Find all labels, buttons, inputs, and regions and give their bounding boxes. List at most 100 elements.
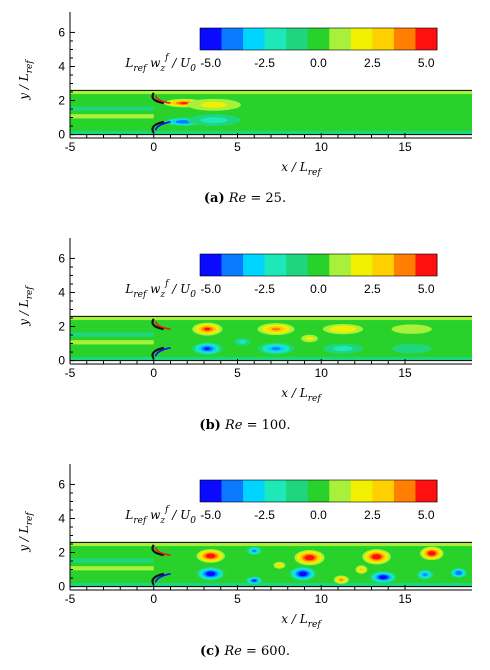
colorbar-frame — [199, 27, 438, 51]
colorbar-b: -5.0 -2.5 0.0 2.5 5.0 Lref wzf / U0 — [124, 253, 438, 300]
colorbar-swatch — [350, 28, 373, 50]
colorbar-swatch — [307, 254, 330, 276]
colorbar-tick-label: 5.0 — [418, 282, 435, 296]
colorbar-tick-label: 5.0 — [418, 56, 435, 70]
colorbar-swatch — [329, 480, 352, 502]
colorbar-swatch — [372, 28, 395, 50]
colorbar-tick-label: 2.5 — [364, 56, 381, 70]
vortex-c-2-core-4 — [252, 579, 256, 582]
y-tick-label: 4 — [58, 511, 65, 525]
x-axis-label: x / Lref — [281, 160, 322, 178]
channel-background — [70, 542, 472, 587]
x-tick-label: 5 — [234, 366, 241, 380]
colorbar-c: -5.0 -2.5 0.0 2.5 5.0 Lref wzf / U0 — [124, 479, 438, 526]
colorbar-swatch — [415, 254, 438, 276]
y-tick-label: 2 — [58, 94, 65, 108]
colorbar-swatch — [264, 254, 287, 276]
colorbar-swatch — [221, 480, 244, 502]
colorbar-swatch — [393, 480, 416, 502]
colorbar-swatch — [221, 28, 244, 50]
caption-b: (b) Re = 100. — [0, 418, 490, 433]
caption-a-re: Re — [228, 191, 247, 206]
colorbar-swatch — [243, 254, 266, 276]
upper-shear-layer — [151, 544, 164, 557]
y-axis-label: y / Lref — [17, 511, 35, 553]
vortex-b-9-core-1 — [305, 336, 314, 341]
lower-shear-layer — [151, 120, 165, 134]
colorbar-frame — [199, 253, 438, 277]
vortex-c-1-core-5 — [208, 572, 214, 575]
lower-shear-blue — [154, 121, 171, 131]
caption-a: (a) Re = 25. — [0, 191, 490, 206]
colorbar-swatch — [264, 480, 287, 502]
x-tick-label: 15 — [398, 140, 412, 154]
caption-a-value: = 25. — [250, 191, 287, 206]
vortex-b-5-core-1 — [332, 346, 354, 352]
vorticity-field-b — [70, 316, 472, 361]
vortex-a-1-core-1 — [200, 101, 228, 108]
lower-shear-layer — [151, 572, 165, 586]
vortex-b-1-core-4 — [204, 347, 211, 350]
colorbar-a: -5.0 -2.5 0.0 2.5 5.0 Lref wzf / U0 — [124, 27, 438, 74]
y-tick-label: 0 — [58, 128, 65, 142]
colorbar-swatch — [415, 28, 438, 50]
colorbar-swatch — [307, 480, 330, 502]
vortex-c-12-core-2 — [359, 568, 364, 571]
colorbar-swatch — [200, 28, 223, 50]
bottom-wall-band — [70, 356, 472, 361]
colorbar-swatch — [350, 254, 373, 276]
inlet-band-lower — [70, 114, 154, 119]
vortex-b-0-core-4 — [204, 327, 211, 331]
vortex-b-3-core-3 — [271, 347, 281, 351]
colorbar-tick-label: 2.5 — [364, 282, 381, 296]
upper-shear-red — [154, 95, 171, 104]
x-tick-label: -5 — [65, 140, 76, 154]
colorbar-swatch — [350, 480, 373, 502]
vortex-a-3-core-1 — [200, 117, 228, 124]
colorbar-swatch — [200, 254, 223, 276]
vortex-a-2-core-4 — [179, 120, 188, 123]
x-tick-label: -5 — [65, 592, 76, 606]
x-axis-label: x / Lref — [281, 612, 322, 630]
vortex-c-13-core-2 — [277, 564, 282, 567]
x-tick-label: 15 — [398, 366, 412, 380]
vortex-c-11-core-4 — [456, 571, 461, 574]
caption-c-letter: (c) — [200, 644, 221, 659]
vortex-c-0-core-5 — [208, 554, 214, 558]
colorbar-label: Lref wzf / U0 — [124, 53, 196, 74]
upper-shear-layer — [151, 92, 164, 105]
colorbar-swatch — [243, 480, 266, 502]
colorbar-swatch — [329, 28, 352, 50]
colorbar-swatch — [286, 28, 309, 50]
top-wall-band — [70, 90, 472, 95]
colorbar-swatch — [264, 28, 287, 50]
vortex-c-4-core-5 — [307, 556, 313, 559]
vortex-b-2-core-3 — [271, 327, 281, 331]
colorbar-label: Lref wzf / U0 — [124, 279, 196, 300]
inlet-band-lower — [70, 566, 154, 571]
y-tick-label: 0 — [58, 354, 65, 368]
channel-background — [70, 90, 472, 135]
colorbar-swatch — [221, 254, 244, 276]
y-tick-label: 2 — [58, 320, 65, 334]
y-tick-label: 6 — [58, 25, 65, 39]
x-tick-label: 5 — [234, 140, 241, 154]
y-tick-label: 2 — [58, 546, 65, 560]
x-tick-label: 0 — [150, 140, 157, 154]
vorticity-field-c — [70, 542, 472, 587]
x-tick-label: -5 — [65, 366, 76, 380]
vortex-c-3-core-3 — [252, 549, 257, 552]
x-axis-label: x / Lref — [281, 386, 322, 404]
colorbar-tick-label: -2.5 — [254, 282, 275, 296]
y-tick-label: 4 — [58, 285, 65, 299]
x-tick-label: 0 — [150, 592, 157, 606]
colorbar-label: Lref wzf / U0 — [124, 505, 196, 526]
colorbar-tick-label: -2.5 — [254, 56, 275, 70]
inlet-band-lower — [70, 340, 154, 345]
upper-shear-layer — [151, 318, 164, 331]
y-tick-label: 4 — [58, 59, 65, 73]
vortex-c-6-core-3 — [339, 578, 344, 581]
panel-b: -5 0 5 10 15 0 2 4 6 x / Lref y / Lref -5.0 -2.5 0.0 2… — [0, 226, 490, 441]
